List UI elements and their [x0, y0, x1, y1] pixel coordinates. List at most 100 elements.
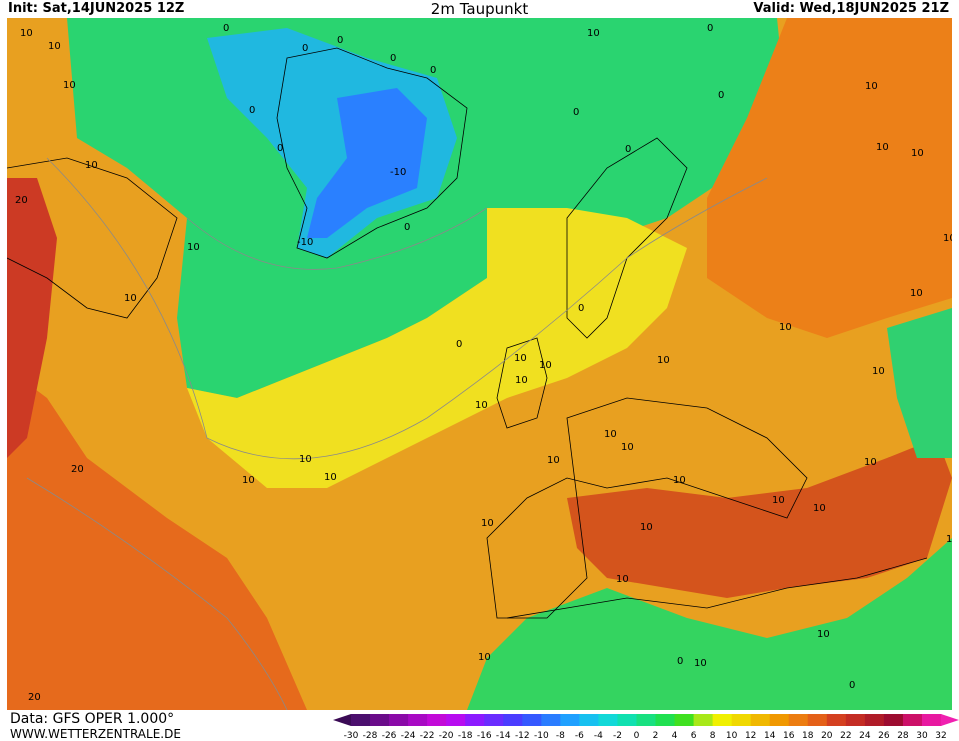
contour-label: 10	[910, 288, 923, 299]
contour-label: 10	[616, 574, 629, 585]
contour-label: 10	[187, 242, 200, 253]
legend-swatch	[579, 714, 599, 726]
legend-swatch	[731, 714, 752, 726]
legend-swatch	[921, 714, 942, 726]
field-green-africa	[467, 538, 952, 710]
legend-tick-label: -28	[363, 731, 378, 741]
field-greenland-colder	[307, 88, 427, 238]
contour-label: 0	[707, 23, 713, 34]
legend-tick-label: -14	[496, 731, 511, 741]
legend-swatch	[845, 714, 866, 726]
legend-tick-label: 10	[726, 731, 738, 741]
legend-tick-label: 14	[764, 731, 776, 741]
dewpoint-map: 10 10 10 10 20 10 10 20 10 10 10 20 0 0 0 0 0 0 0 -10 -10 0 0 0…	[7, 18, 952, 710]
legend-tick-label: 2	[653, 731, 659, 741]
contour-label: 10	[85, 160, 98, 171]
contour-label: 0	[337, 35, 343, 46]
legend-tick-label: 20	[821, 731, 833, 741]
legend-tick-label: 30	[916, 731, 928, 741]
legend-swatch	[370, 714, 390, 726]
field-mediterranean	[567, 438, 952, 598]
contour-label: 10	[876, 142, 889, 153]
contour-label: 10	[20, 28, 33, 39]
contour-20	[26, 477, 288, 710]
contour-label: 10	[124, 293, 137, 304]
legend-swatch	[484, 714, 504, 726]
legend-tick-label: 24	[859, 731, 871, 741]
contour-label: 10	[946, 534, 952, 545]
contour-label: 10	[475, 400, 488, 411]
legend-tick-label: -8	[556, 731, 565, 741]
legend-arrow-max	[941, 714, 959, 726]
init-time-label: Init: Sat,14JUN2025 12Z	[8, 1, 185, 16]
contour-label: 10	[640, 522, 653, 533]
legend-swatch	[636, 714, 657, 726]
contour-label: 0	[849, 680, 855, 691]
legend-swatch	[541, 714, 561, 726]
legend-swatch	[503, 714, 523, 726]
contour-label: 10	[63, 80, 76, 91]
legend-tick-label: -26	[382, 731, 397, 741]
legend-tick-label: -16	[477, 731, 492, 741]
field-green-east	[887, 308, 952, 458]
legend-swatch	[617, 714, 637, 726]
legend-swatch	[826, 714, 847, 726]
contour-label: 0	[430, 65, 436, 76]
coast-british-isles	[496, 337, 548, 429]
contour-label: 10	[514, 353, 527, 364]
coast-north-africa	[506, 557, 928, 619]
legend-swatch	[788, 714, 809, 726]
contour-label: 10	[911, 148, 924, 159]
legend-swatch	[465, 714, 485, 726]
field-orange-east	[707, 18, 952, 338]
legend-tick-label: 4	[672, 731, 678, 741]
legend-tick-label: -10	[534, 731, 549, 741]
contour-label: 20	[15, 195, 28, 206]
contour-label: 10	[943, 233, 952, 244]
legend-tick-label: 6	[691, 731, 697, 741]
legend-tick-label: -24	[401, 731, 416, 741]
legend-tick-label: -2	[613, 731, 622, 741]
contour-label: 0	[404, 222, 410, 233]
contour-label: -10	[297, 237, 313, 248]
contour-label: 10	[657, 355, 670, 366]
legend-tick-label: 26	[878, 731, 890, 741]
legend-tick-label: 18	[802, 731, 814, 741]
contour-label: 10	[813, 503, 826, 514]
contour-label: 0	[578, 303, 584, 314]
legend-tick-label: -30	[344, 731, 359, 741]
legend-tick-label: -20	[439, 731, 454, 741]
legend-tick-label: 12	[745, 731, 756, 741]
coast-europe	[486, 397, 808, 619]
legend-tick-label: 16	[783, 731, 795, 741]
legend-swatch	[674, 714, 695, 726]
legend-swatch	[446, 714, 466, 726]
contour-label: 10	[604, 429, 617, 440]
field-greenland-cold	[207, 28, 457, 258]
legend-swatch	[598, 714, 618, 726]
contour-label: 10	[481, 518, 494, 529]
contour-label: 20	[71, 464, 84, 475]
legend-arrow-min	[333, 714, 351, 726]
map-title: 2m Taupunkt	[430, 0, 529, 18]
coastlines	[7, 47, 928, 619]
legend-tick-label: -12	[515, 731, 530, 741]
legend-tick-label: 28	[897, 731, 909, 741]
field-red-west	[7, 178, 57, 458]
contour-label: 10	[242, 475, 255, 486]
legend-swatch	[693, 714, 714, 726]
contour-label: -10	[390, 167, 406, 178]
legend-swatch	[883, 714, 904, 726]
contour-label: 0	[718, 90, 724, 101]
contour-label: 10	[779, 322, 792, 333]
field-yellow-belt	[187, 208, 687, 488]
legend-swatch	[807, 714, 828, 726]
contour-label: 0	[677, 656, 683, 667]
contour-label: 0	[625, 144, 631, 155]
legend-swatch	[427, 714, 447, 726]
legend-swatch	[750, 714, 771, 726]
legend-tick-label: 32	[935, 731, 946, 741]
contour-label: 10	[673, 475, 686, 486]
legend-swatch	[902, 714, 923, 726]
contour-10	[46, 157, 768, 460]
